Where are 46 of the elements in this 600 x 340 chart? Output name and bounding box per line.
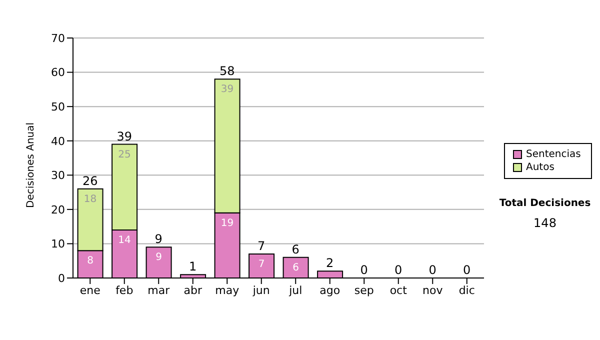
data-label: 8	[87, 256, 94, 267]
y-tick-label: 0	[58, 272, 65, 285]
data-label: 25	[118, 149, 131, 160]
total-label: 0	[394, 263, 402, 277]
total-label: 0	[428, 263, 436, 277]
total-label: 0	[360, 263, 368, 277]
data-label: 19	[220, 218, 234, 229]
total-label: 2	[326, 256, 334, 270]
x-tick-label: oct	[390, 284, 408, 297]
y-axis-title: Decisiones Anual	[26, 122, 37, 208]
x-tick-label: jun	[252, 284, 270, 297]
x-tick-label: feb	[116, 284, 134, 297]
x-tick-label: nov	[422, 284, 444, 297]
y-tick-label: 60	[51, 66, 65, 80]
y-tick-label: 40	[51, 134, 65, 148]
x-tick-label: ago	[320, 284, 340, 297]
data-label: 39	[220, 84, 234, 96]
y-tick-label: 70	[51, 32, 65, 45]
x-tick-label: mar	[148, 284, 170, 297]
y-tick-label: 10	[51, 238, 65, 251]
data-label: 14	[118, 235, 131, 246]
x-tick-label: may	[215, 284, 240, 297]
data-label: 18	[84, 194, 97, 205]
total-label: 9	[154, 232, 162, 246]
x-tick-label: jul	[288, 284, 302, 297]
total-label: 0	[463, 263, 471, 277]
y-tick-label: 20	[51, 203, 65, 216]
y-tick-label: 30	[51, 169, 65, 182]
total-label: 26	[82, 174, 98, 188]
legend-label: Autos	[526, 161, 554, 174]
x-tick-label: dic	[458, 284, 475, 297]
total-label: 58	[219, 64, 235, 78]
total-label: 6	[292, 242, 300, 256]
data-label: 7	[258, 259, 265, 270]
x-tick-label: ene	[80, 284, 101, 297]
total-label: 39	[116, 129, 132, 144]
data-label: 6	[292, 262, 299, 274]
total-label: 7	[258, 239, 266, 253]
x-tick-label: abr	[184, 284, 202, 297]
text: Total Decisiones	[498, 198, 592, 209]
y-tick-label: 50	[51, 100, 65, 114]
data-label: 9	[156, 252, 162, 264]
text: 148	[532, 216, 558, 230]
total-label: 1	[189, 260, 197, 274]
x-tick-label: sep	[354, 284, 374, 297]
legend-label: Sentencias	[526, 148, 581, 161]
